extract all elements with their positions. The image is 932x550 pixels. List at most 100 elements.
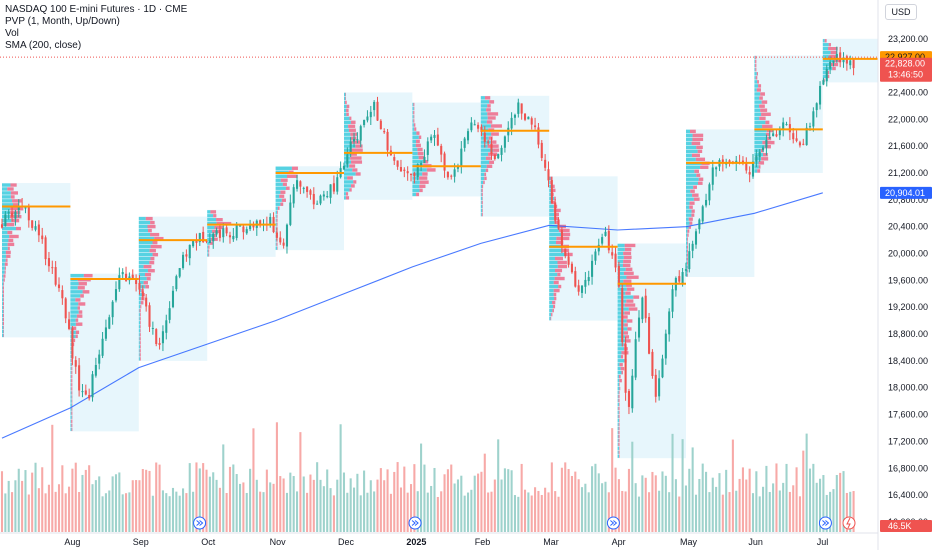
- profile-row-down: [419, 180, 429, 184]
- indicator-pvp[interactable]: PVP (1, Month, Up/Down): [5, 16, 120, 27]
- candle-body: [312, 193, 315, 205]
- candle-body: [637, 317, 641, 338]
- profile-row-up: [686, 181, 698, 185]
- profile-row-up: [480, 176, 485, 181]
- earnings-event-icon[interactable]: [842, 516, 856, 530]
- price-axis[interactable]: 16,000.0016,400.0016,800.0017,200.0017,6…: [877, 0, 928, 550]
- volume-bar: [212, 472, 215, 532]
- profile-row-down: [10, 195, 15, 199]
- profile-row-down: [555, 256, 564, 261]
- sma-value-text: 20,904.01: [885, 188, 925, 198]
- profile-row-up: [617, 418, 620, 423]
- indicator-volume[interactable]: Vol: [5, 28, 19, 39]
- profile-row-up: [412, 123, 414, 127]
- profile-row-down: [621, 370, 624, 375]
- candle-body: [443, 153, 446, 171]
- candle-body: [249, 224, 252, 230]
- profile-row-down: [618, 402, 620, 407]
- candle-body: [440, 145, 443, 155]
- profile-row-up: [754, 100, 762, 104]
- profile-row-up: [549, 264, 558, 269]
- volume-bar: [430, 485, 433, 532]
- profile-row-up: [138, 309, 140, 313]
- profile-row-up: [754, 124, 763, 129]
- profile-row-down: [758, 84, 762, 88]
- volume-bar: [661, 471, 664, 532]
- profile-row-up: [138, 285, 146, 289]
- profile-row-down: [689, 221, 693, 225]
- candle-body: [64, 298, 67, 319]
- forward-arrows-icon: [196, 520, 204, 526]
- profile-row-up: [549, 224, 560, 229]
- profile-row-up: [70, 306, 78, 310]
- profile-row-up: [412, 119, 414, 123]
- volume-bar: [289, 472, 292, 532]
- time-tick-label: Oct: [201, 537, 216, 547]
- volume-bar: [202, 463, 205, 532]
- profile-row-up: [549, 220, 555, 225]
- forward-arrows-icon: [610, 520, 618, 526]
- profile-row-up: [207, 218, 217, 222]
- volume-bar: [41, 467, 44, 532]
- profile-row-down: [3, 298, 4, 302]
- volume-bar: [245, 492, 248, 532]
- profile-row-up: [686, 209, 692, 213]
- volume-bar: [681, 439, 684, 532]
- profile-row-up: [686, 193, 693, 197]
- profile-row-down: [700, 165, 709, 169]
- time-axis[interactable]: Aug Sep Oct Nov Dec 2025 Feb Mar Apr May Jun Jul: [0, 532, 878, 547]
- profile-row-up: [549, 252, 566, 257]
- volume-bar: [728, 492, 731, 532]
- profile-row-down: [551, 312, 553, 317]
- indicator-sma[interactable]: SMA (200, close): [5, 40, 82, 51]
- price-tick-label: 18,800.00: [888, 329, 928, 339]
- volume-bar: [751, 493, 755, 532]
- volume-bar: [64, 493, 67, 532]
- volume-bar: [450, 464, 453, 532]
- volume-bar: [564, 462, 567, 532]
- profile-row-up: [754, 63, 756, 68]
- profile-row-down: [150, 244, 162, 249]
- time-tick-label: Aug: [64, 537, 80, 547]
- volume-bar: [342, 472, 346, 532]
- candle-body: [513, 114, 516, 118]
- profile-row-down: [208, 253, 210, 257]
- profile-row-down: [280, 202, 284, 206]
- profile-row-up: [822, 50, 831, 55]
- profile-row-up: [754, 144, 765, 149]
- profile-row-up: [138, 220, 151, 225]
- profile-row-down: [7, 246, 10, 251]
- volume-bar: [44, 493, 47, 532]
- profile-row-down: [830, 50, 837, 55]
- currency-button[interactable]: USD: [885, 4, 917, 20]
- volume-bar: [279, 476, 282, 532]
- profile-row-down: [345, 96, 346, 101]
- profile-row-down: [71, 375, 73, 379]
- profile-row-up: [617, 303, 625, 307]
- profile-row-down: [618, 430, 620, 435]
- profile-row-up: [480, 140, 491, 144]
- profile-row-down: [71, 423, 73, 427]
- forward-arrows-icon: [411, 520, 419, 526]
- candle-body: [577, 285, 580, 292]
- candle-body: [363, 119, 366, 126]
- profile-row-up: [686, 249, 688, 253]
- profile-row-down: [687, 265, 688, 269]
- profile-row-down: [756, 72, 758, 76]
- profile-row-up: [549, 308, 553, 313]
- profile-row-up: [617, 271, 624, 275]
- profile-row-up: [412, 147, 418, 152]
- volume-bar: [735, 490, 738, 532]
- candle-body: [627, 391, 630, 407]
- volume-bar: [61, 465, 64, 532]
- profile-row-up: [2, 226, 16, 231]
- volume-bar: [597, 473, 600, 532]
- candle-body: [379, 120, 382, 130]
- profile-row-up: [70, 273, 84, 278]
- price-tick-label: 16,400.00: [888, 490, 928, 500]
- profile-row-down: [697, 181, 703, 185]
- symbol-title[interactable]: NASDAQ 100 E-mini Futures · 1D · CME: [5, 4, 188, 15]
- profile-row-up: [344, 188, 350, 192]
- event-markers[interactable]: [193, 516, 856, 530]
